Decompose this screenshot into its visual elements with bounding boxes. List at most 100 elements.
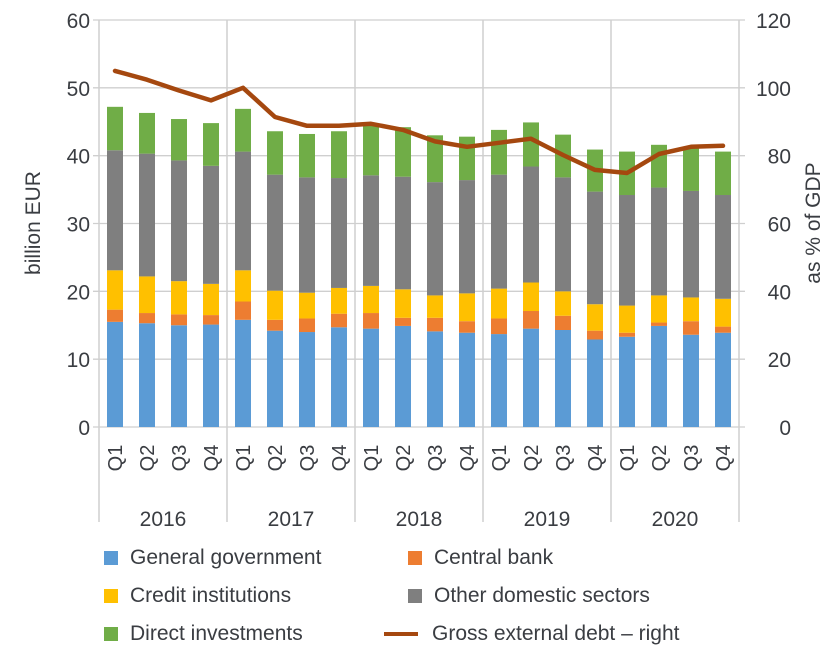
legend-line-swatch bbox=[384, 632, 418, 636]
x-tick-label: Q4 bbox=[329, 445, 351, 472]
bar-segment-credit-institutions bbox=[235, 270, 251, 302]
bar-segment-general-government bbox=[107, 321, 123, 427]
bar-segment-general-government bbox=[171, 325, 187, 427]
bar-segment-other-domestic-sectors bbox=[427, 182, 443, 296]
x-tick-label: Q4 bbox=[457, 445, 479, 472]
bar-segment-other-domestic-sectors bbox=[171, 160, 187, 282]
legend-swatch bbox=[104, 627, 118, 641]
bar-segment-credit-institutions bbox=[331, 287, 347, 314]
bar-segment-general-government bbox=[555, 329, 571, 427]
bar-segment-other-domestic-sectors bbox=[395, 176, 411, 290]
y2-tick-label: 20 bbox=[768, 349, 791, 372]
bar-segment-central-bank bbox=[683, 321, 699, 335]
bar-segment-other-domestic-sectors bbox=[267, 174, 283, 291]
y2-tick-label: 80 bbox=[768, 146, 791, 169]
gross-external-debt-line bbox=[112, 68, 726, 176]
bar-segment-credit-institutions bbox=[587, 304, 603, 331]
bar-segment-direct-investments bbox=[459, 136, 475, 181]
x-tick-label: Q1 bbox=[361, 445, 383, 472]
bar-segment-direct-investments bbox=[395, 127, 411, 177]
bar-segment-general-government bbox=[363, 328, 379, 427]
bar-segment-other-domestic-sectors bbox=[299, 177, 315, 293]
bar-segment-direct-investments bbox=[267, 131, 283, 175]
bar-segment-direct-investments bbox=[427, 135, 443, 183]
y-axis-label: billion EUR bbox=[22, 171, 45, 275]
x-tick-label: Q3 bbox=[169, 445, 191, 472]
bar-segment-credit-institutions bbox=[363, 285, 379, 314]
x-tick-label: Q2 bbox=[649, 445, 671, 472]
year-label: 2019 bbox=[524, 508, 571, 531]
bar-segment-central-bank bbox=[715, 326, 731, 333]
bar-segment-other-domestic-sectors bbox=[139, 153, 155, 277]
y2-tick-label: 100 bbox=[756, 78, 791, 101]
y2-tick-label: 0 bbox=[779, 417, 791, 440]
y-tick-label: 50 bbox=[67, 78, 90, 101]
bar-segment-other-domestic-sectors bbox=[459, 180, 475, 294]
bar-segment-general-government bbox=[267, 330, 283, 427]
x-tick-label: Q4 bbox=[201, 445, 223, 472]
year-label: 2016 bbox=[140, 508, 187, 531]
bar-segment-credit-institutions bbox=[139, 276, 155, 314]
bar-segment-credit-institutions bbox=[555, 291, 571, 316]
x-tick-label: Q1 bbox=[489, 445, 511, 472]
legend-swatch bbox=[408, 589, 422, 603]
bar-segment-other-domestic-sectors bbox=[587, 191, 603, 305]
y2-tick-label: 40 bbox=[768, 281, 791, 304]
bar-segment-central-bank bbox=[363, 313, 379, 329]
bar-segment-central-bank bbox=[491, 318, 507, 335]
bar-segment-credit-institutions bbox=[107, 270, 123, 310]
x-tick-label: Q4 bbox=[585, 445, 607, 472]
x-tick-label: Q2 bbox=[265, 445, 287, 472]
bar-segment-central-bank bbox=[107, 309, 123, 322]
x-tick-label: Q2 bbox=[521, 445, 543, 472]
bar-segment-other-domestic-sectors bbox=[331, 178, 347, 288]
bar-segment-central-bank bbox=[235, 301, 251, 320]
bar-segment-general-government bbox=[459, 332, 475, 427]
bar-segment-direct-investments bbox=[235, 108, 251, 152]
legend-label: General government bbox=[130, 546, 322, 569]
bar-segment-credit-institutions bbox=[459, 293, 475, 322]
legend-swatch bbox=[408, 551, 422, 565]
x-tick-label: Q3 bbox=[681, 445, 703, 472]
legend-item-gross-external-debt: Gross external debt – right bbox=[384, 622, 679, 646]
bar-segment-direct-investments bbox=[523, 122, 539, 167]
bar-segment-central-bank bbox=[299, 318, 315, 333]
bar-segment-central-bank bbox=[171, 314, 187, 326]
bar-segment-general-government bbox=[523, 328, 539, 427]
legend-item-general-government: General government bbox=[104, 546, 321, 570]
year-label: 2017 bbox=[268, 508, 315, 531]
chart: 0 10 20 30 40 50 60 0 20 40 60 80 100 120 Q1 Q2 Q3 Q4 Q1 Q2… bbox=[22, 10, 825, 531]
bar-segment-general-government bbox=[587, 339, 603, 427]
legend-label: Central bank bbox=[434, 546, 554, 569]
bar-segment-credit-institutions bbox=[427, 295, 443, 318]
bar-segment-credit-institutions bbox=[523, 282, 539, 312]
bar-segment-direct-investments bbox=[171, 119, 187, 161]
year-label: 2020 bbox=[652, 508, 699, 531]
legend-item-central-bank: Central bank bbox=[408, 546, 553, 570]
legend-item-credit-institutions: Credit institutions bbox=[104, 584, 291, 608]
axes: 0 10 20 30 40 50 60 0 20 40 60 80 100 120 Q1 Q2 Q3 Q4 Q1 Q2… bbox=[67, 10, 791, 531]
bar-segment-other-domestic-sectors bbox=[491, 174, 507, 289]
bar-segment-general-government bbox=[715, 332, 731, 427]
bar-segment-general-government bbox=[619, 336, 635, 427]
bar-segment-direct-investments bbox=[363, 125, 379, 176]
x-tick-label: Q2 bbox=[137, 445, 159, 472]
y-tick-label: 20 bbox=[67, 281, 90, 304]
x-tick-label: Q1 bbox=[617, 445, 639, 472]
bar-segment-central-bank bbox=[651, 322, 667, 326]
y2-tick-label: 120 bbox=[756, 10, 791, 33]
bar-segment-central-bank bbox=[523, 311, 539, 329]
legend-label: Other domestic sectors bbox=[434, 584, 650, 607]
x-tick-label: Q3 bbox=[425, 445, 447, 472]
bar-segment-direct-investments bbox=[107, 106, 123, 151]
bar-segment-credit-institutions bbox=[715, 298, 731, 327]
gridlines bbox=[93, 19, 745, 522]
y-tick-label: 40 bbox=[67, 146, 90, 169]
bar-segment-general-government bbox=[683, 334, 699, 427]
y-tick-label: 60 bbox=[67, 10, 90, 33]
bar-segment-general-government bbox=[299, 332, 315, 427]
bar-segment-direct-investments bbox=[203, 123, 219, 166]
bar-segment-general-government bbox=[395, 325, 411, 427]
bar-segment-other-domestic-sectors bbox=[683, 190, 699, 298]
bar-segment-other-domestic-sectors bbox=[651, 187, 667, 296]
